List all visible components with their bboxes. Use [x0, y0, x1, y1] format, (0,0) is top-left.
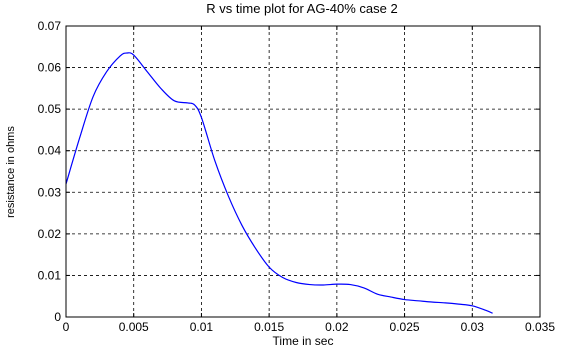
- y-tick-label: 0.04: [38, 144, 62, 158]
- x-tick-label: 0.005: [119, 320, 149, 334]
- plot-area: [65, 52, 493, 314]
- x-tick-label: 0: [63, 320, 70, 334]
- axes-frame: [65, 25, 541, 318]
- series-line: [65, 52, 493, 314]
- y-axis: 0 0.01 0.02 0.03 0.04 0.05 0.06 0.07: [38, 19, 540, 324]
- y-tick-label: 0.07: [38, 19, 62, 33]
- y-tick-label: 0.01: [38, 268, 62, 282]
- x-tick-label: 0.025: [390, 320, 420, 334]
- y-tick-label: 0.03: [38, 185, 62, 199]
- x-axis: 0 0.005 0.01 0.015 0.02 0.025 0.03 0.035: [63, 26, 555, 334]
- x-tick-label: 0.01: [190, 320, 214, 334]
- y-tick-label: 0.05: [38, 102, 62, 116]
- grid-lines: [66, 26, 540, 317]
- x-tick-label: 0.035: [525, 320, 555, 334]
- y-tick-label: 0.06: [38, 61, 62, 75]
- x-tick-label: 0.015: [254, 320, 284, 334]
- y-axis-label: resistance in ohms: [5, 126, 17, 218]
- chart-title: R vs time plot for AG-40% case 2: [206, 1, 397, 16]
- x-axis-label: Time in sec: [273, 334, 334, 348]
- x-tick-label: 0.02: [325, 320, 349, 334]
- y-tick-label: 0: [54, 310, 61, 324]
- x-tick-label: 0.03: [461, 320, 485, 334]
- y-tick-label: 0.02: [38, 227, 62, 241]
